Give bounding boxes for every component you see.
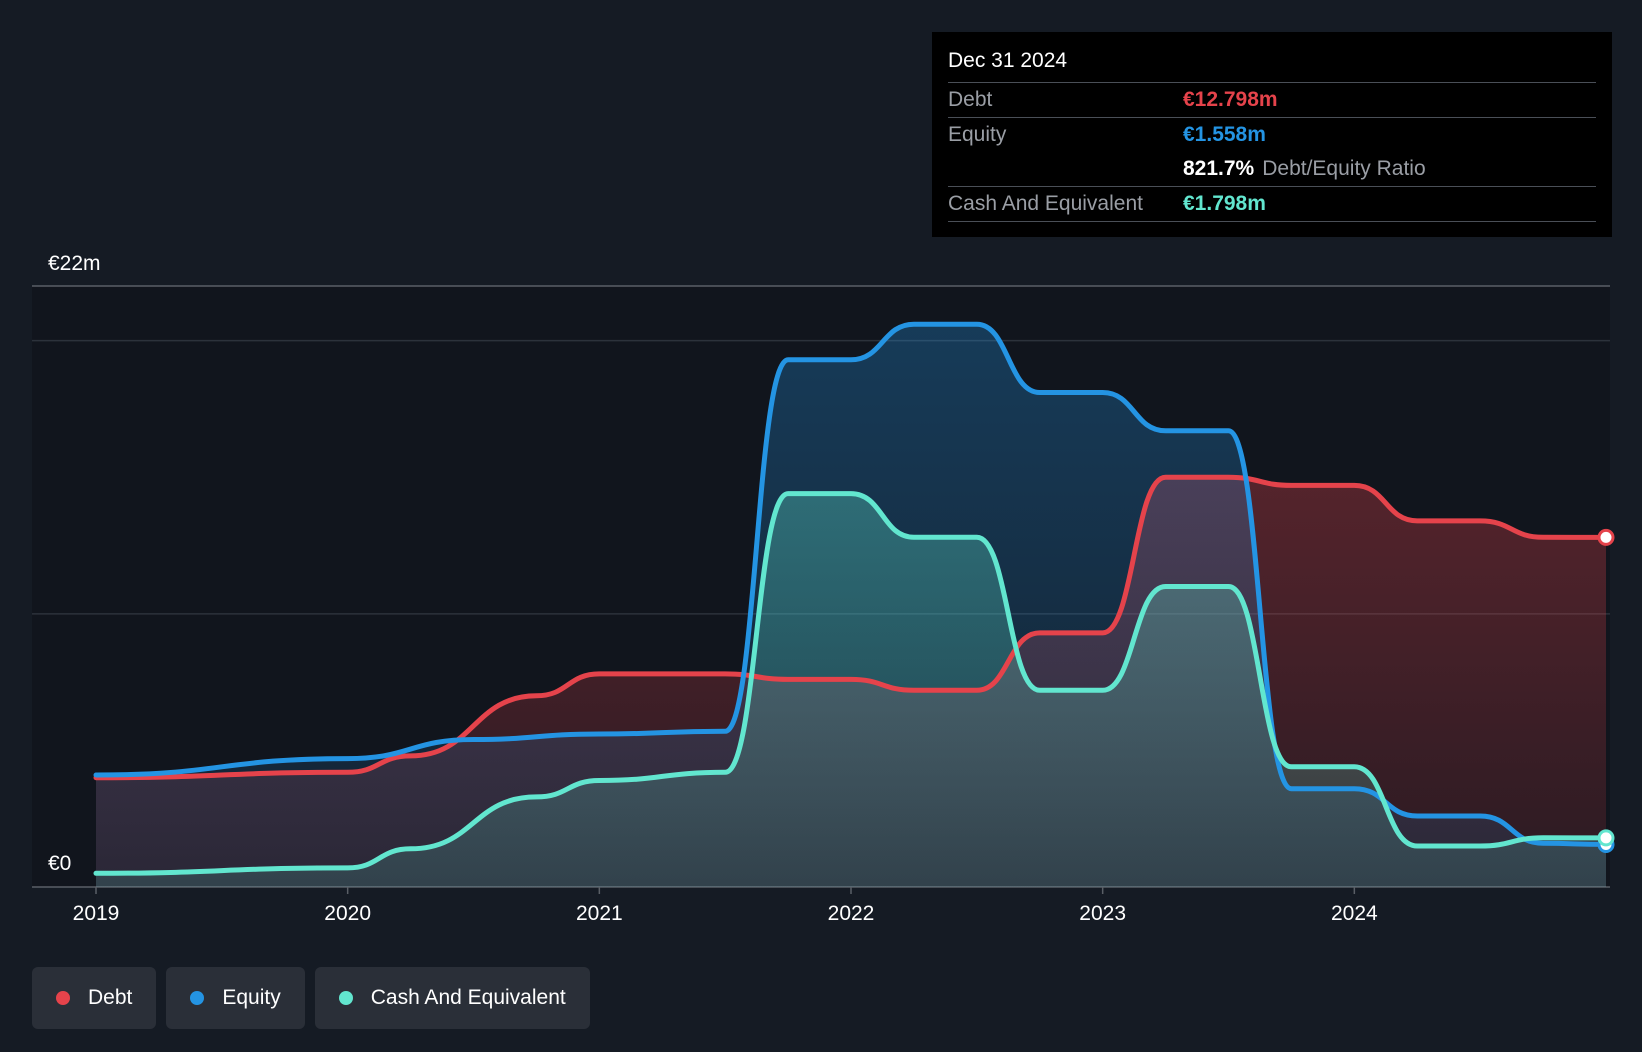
cash-line: [93, 491, 1609, 876]
y-axis-label-bottom: €0: [48, 852, 71, 875]
cash-dot-icon: [338, 991, 353, 1005]
tooltip-ratio-value: 821.7%: [1183, 157, 1255, 180]
x-tick-label: 2024: [1331, 902, 1378, 925]
equity-dot-icon: [190, 991, 205, 1005]
tooltip-panel: Dec 31 2024 Debt €12.798m Equity €1.558m…: [932, 32, 1612, 237]
tooltip-cash-value: €1.798m: [1183, 192, 1266, 215]
tooltip-date: Dec 31 2024: [948, 49, 1068, 72]
legend-item-cash[interactable]: Cash And Equivalent: [314, 967, 590, 1029]
tooltip-cash-row: Cash And Equivalent €1.798m: [948, 186, 1596, 222]
cash-area: [96, 493, 1606, 887]
chart-legend: Debt Equity Cash And Equivalent: [32, 967, 590, 1029]
x-tick-label: 2020: [324, 902, 371, 925]
tooltip-cash-label: Cash And Equivalent: [948, 192, 1143, 215]
x-tick-label: 2023: [1079, 902, 1126, 925]
cash-end-marker: [1597, 829, 1615, 847]
tooltip-debt-value: €12.798m: [1183, 88, 1278, 111]
debt-line: [93, 474, 1609, 781]
tooltip-equity-row: Equity €1.558m: [948, 117, 1596, 152]
x-tick-label: 2021: [576, 902, 623, 925]
tooltip-equity-label: Equity: [948, 123, 1007, 146]
legend-equity-label: Equity: [222, 986, 281, 1009]
debt-dot-icon: [56, 991, 70, 1005]
legend-item-debt[interactable]: Debt: [32, 967, 157, 1029]
tooltip-debt-label: Debt: [948, 88, 993, 111]
x-tick-label: 2022: [828, 902, 875, 925]
tooltip-debt-row: Debt €12.798m: [948, 82, 1596, 117]
tooltip-equity-value: €1.558m: [1183, 123, 1266, 146]
legend-cash-label: Cash And Equivalent: [370, 986, 566, 1009]
tooltip-ratio-row: 821.7% Debt/Equity Ratio: [948, 152, 1596, 186]
legend-item-equity[interactable]: Equity: [166, 967, 305, 1029]
tooltip-ratio-label: Debt/Equity Ratio: [1262, 157, 1426, 180]
debt-end-marker: [1597, 528, 1615, 546]
x-tick-label: 2019: [73, 902, 120, 925]
y-axis-label-top: €22m: [48, 252, 101, 275]
legend-debt-label: Debt: [88, 986, 133, 1009]
